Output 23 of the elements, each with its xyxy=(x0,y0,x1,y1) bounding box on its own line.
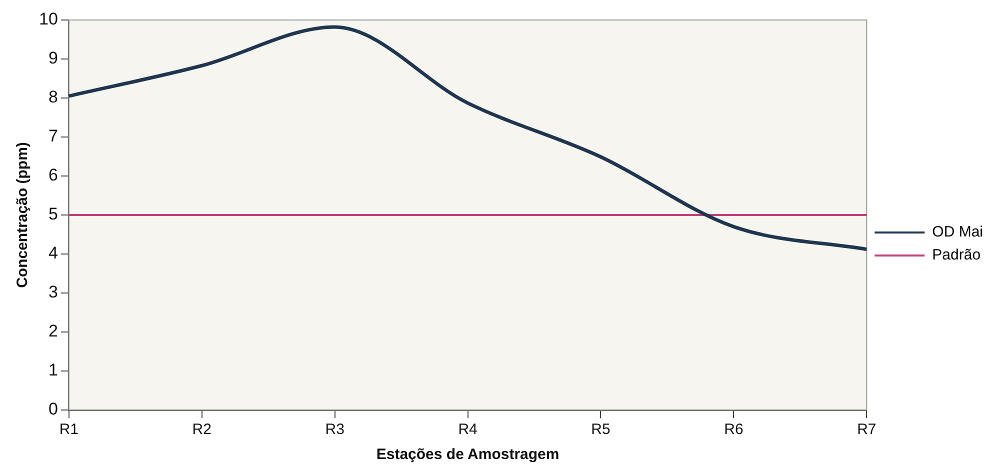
line-series xyxy=(67,25,868,252)
legend-label: Padrão xyxy=(932,246,981,264)
y-tick-label: 9 xyxy=(48,48,58,68)
x-axis-title: Estações de Amostragem xyxy=(376,446,560,464)
y-tick-label: 2 xyxy=(48,322,58,341)
x-tick-label: R7 xyxy=(857,421,876,438)
y-tick-label: 6 xyxy=(48,166,58,185)
x-tick-label: R5 xyxy=(591,421,610,438)
y-tick-label: 10 xyxy=(38,10,58,29)
x-tick-label: R3 xyxy=(325,421,344,438)
x-tick-label: R1 xyxy=(59,421,79,438)
y-tick-label: 8 xyxy=(48,88,58,107)
y-tick-label: 3 xyxy=(48,282,58,302)
y-tick-label: 5 xyxy=(48,204,58,224)
x-tick-label: R6 xyxy=(724,421,744,438)
y-tick-label: 0 xyxy=(48,400,58,419)
y-axis-title: Concentração (ppm) xyxy=(14,142,32,288)
y-tick-label: 1 xyxy=(48,360,58,380)
legend-label: OD Mai xyxy=(932,224,984,241)
y-tick-label: 7 xyxy=(48,126,58,146)
y-tick-label: 4 xyxy=(48,244,58,263)
x-tick-label: R4 xyxy=(458,421,478,438)
x-tick-label: R2 xyxy=(192,421,212,438)
